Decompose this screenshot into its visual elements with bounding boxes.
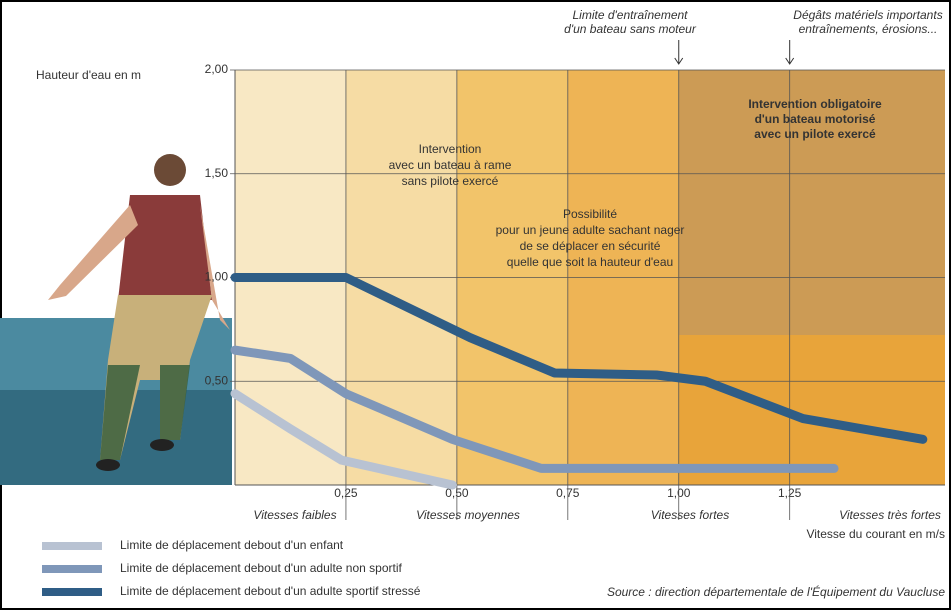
annotation: sans pilote exercé: [402, 174, 499, 188]
zone-label: Vitesses faibles: [253, 508, 336, 522]
legend-label: Limite de déplacement debout d'un adulte…: [120, 561, 402, 575]
y-tick-label: 1,00: [205, 270, 229, 284]
annotation-arrow: [674, 40, 684, 65]
x-axis-label: Vitesse du courant en m/s: [806, 527, 945, 541]
annotation: Dégâts matériels importants: [793, 8, 942, 22]
zone-label: Vitesses moyennes: [416, 508, 520, 522]
zone-label: Vitesses très fortes: [839, 508, 941, 522]
annotation: avec un bateau à rame: [389, 158, 512, 172]
annotation: d'un bateau sans moteur: [564, 22, 697, 36]
source: Source : direction départementale de l'É…: [607, 584, 945, 599]
zone-label: Vitesses fortes: [651, 508, 729, 522]
zone-box: [678, 70, 945, 335]
legend-label: Limite de déplacement debout d'un enfant: [120, 538, 344, 552]
annotation: pour un jeune adulte sachant nager: [496, 223, 685, 237]
annotation: de se déplacer en sécurité: [520, 239, 661, 253]
y-tick-label: 0,50: [205, 373, 229, 387]
chart-title: Hauteur d'eau en m: [36, 68, 141, 82]
annotation: d'un bateau motorisé: [755, 112, 876, 126]
annotation: entraînements, érosions...: [799, 22, 938, 36]
annotation-arrow: [785, 40, 795, 65]
y-tick-label: 1,50: [205, 166, 229, 180]
person: [48, 154, 230, 471]
legend-label: Limite de déplacement debout d'un adulte…: [120, 584, 421, 598]
annotation: Limite d'entraînement: [572, 8, 688, 22]
annotation: avec un pilote exercé: [754, 127, 876, 141]
series-line: [230, 389, 457, 490]
series-line: [230, 273, 928, 444]
y-tick-label: 2,00: [205, 62, 229, 76]
annotation: Intervention obligatoire: [748, 97, 882, 111]
annotation: Possibilité: [563, 207, 617, 221]
annotation: quelle que soit la hauteur d'eau: [507, 255, 673, 269]
annotation: Intervention: [419, 142, 482, 156]
series-line: [230, 345, 839, 473]
